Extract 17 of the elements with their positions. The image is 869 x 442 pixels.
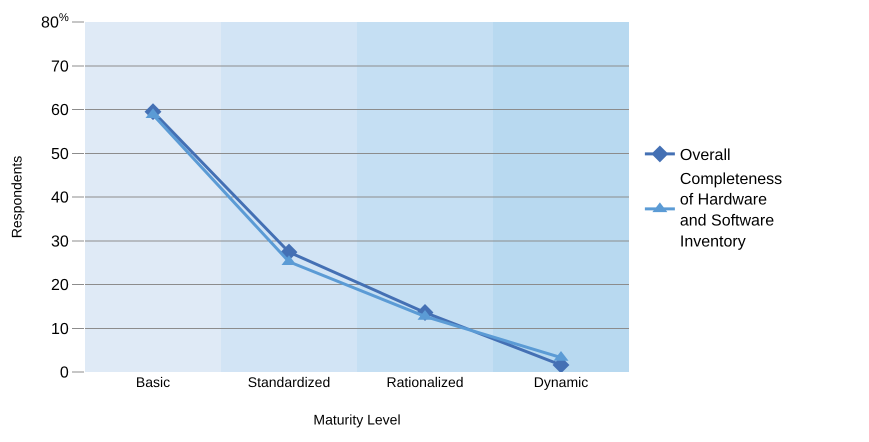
y-tick-label: 40 xyxy=(51,190,69,207)
x-axis-title: Maturity Level xyxy=(313,411,401,428)
x-tick-label: Dynamic xyxy=(534,374,588,390)
x-tick-label: Rationalized xyxy=(386,374,464,390)
y-tick-label: 0 xyxy=(60,364,69,382)
y-tick-label: 50 xyxy=(51,146,69,163)
y-tick-label: 70 xyxy=(51,58,69,76)
legend-label: Overall xyxy=(680,147,731,164)
y-tick-label: 60 xyxy=(51,102,69,120)
y-tick-label: 10 xyxy=(51,320,69,338)
y-axis-title: Respondents xyxy=(8,156,25,238)
x-tick-label: Standardized xyxy=(248,374,330,390)
legend-label: Completeness of Hardware and Software Inventory xyxy=(680,170,782,250)
y-tick-label: 20 xyxy=(51,277,69,294)
x-tick-label: Basic xyxy=(136,374,170,390)
y-tick-label: 30 xyxy=(51,233,69,250)
y-tick-label: 80$^{%}$ xyxy=(41,12,69,32)
